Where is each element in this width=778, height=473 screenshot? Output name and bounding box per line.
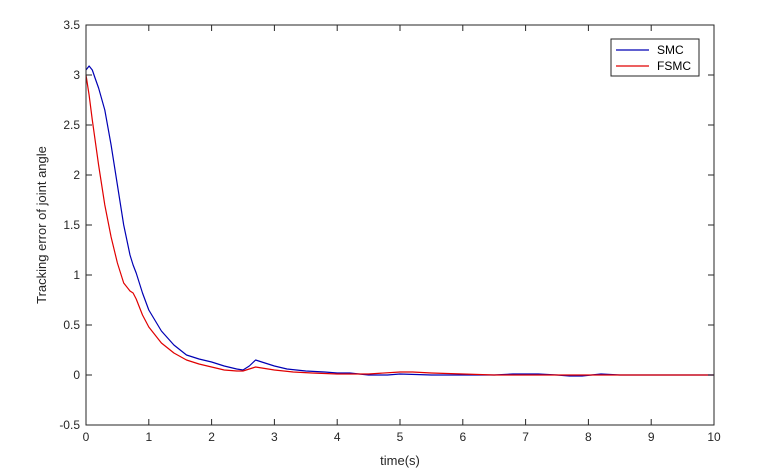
x-tick-label: 6 bbox=[459, 430, 466, 444]
x-tick-label: 1 bbox=[145, 430, 152, 444]
y-tick-label: 2.5 bbox=[63, 118, 80, 132]
x-tick-label: 3 bbox=[271, 430, 278, 444]
legend: SMC FSMC bbox=[610, 38, 700, 77]
x-axis-label: time(s) bbox=[380, 453, 420, 468]
x-tick-label: 0 bbox=[83, 430, 90, 444]
y-tick-label: 3 bbox=[73, 68, 80, 82]
ticks-layer: 0 1 2 3 4 5 6 7 8 9 10-0.500.511.522.533.5 bbox=[59, 18, 721, 444]
series-layer bbox=[85, 65, 714, 377]
x-tick-label: 7 bbox=[522, 430, 529, 444]
series-line-fsmc bbox=[85, 74, 714, 376]
y-axis-label: Tracking error of joint angle bbox=[34, 146, 49, 304]
x-tick-label: 10 bbox=[707, 430, 721, 444]
legend-box bbox=[610, 38, 700, 77]
y-tick-label: 3.5 bbox=[63, 18, 80, 32]
y-tick-label: 1 bbox=[73, 268, 80, 282]
legend-label-fsmc: FSMC bbox=[657, 59, 691, 73]
x-tick-label: 2 bbox=[208, 430, 215, 444]
y-tick-label: 1.5 bbox=[63, 218, 80, 232]
x-tick-label: 9 bbox=[648, 430, 655, 444]
y-tick-label: 0.5 bbox=[63, 318, 80, 332]
plot-area bbox=[86, 25, 714, 425]
y-tick-label: 2 bbox=[73, 168, 80, 182]
x-tick-label: 4 bbox=[334, 430, 341, 444]
x-tick-label: 8 bbox=[585, 430, 592, 444]
y-tick-label: 0 bbox=[73, 368, 80, 382]
y-tick-label: -0.5 bbox=[59, 418, 80, 432]
x-tick-label: 5 bbox=[397, 430, 404, 444]
legend-label-smc: SMC bbox=[657, 43, 684, 57]
